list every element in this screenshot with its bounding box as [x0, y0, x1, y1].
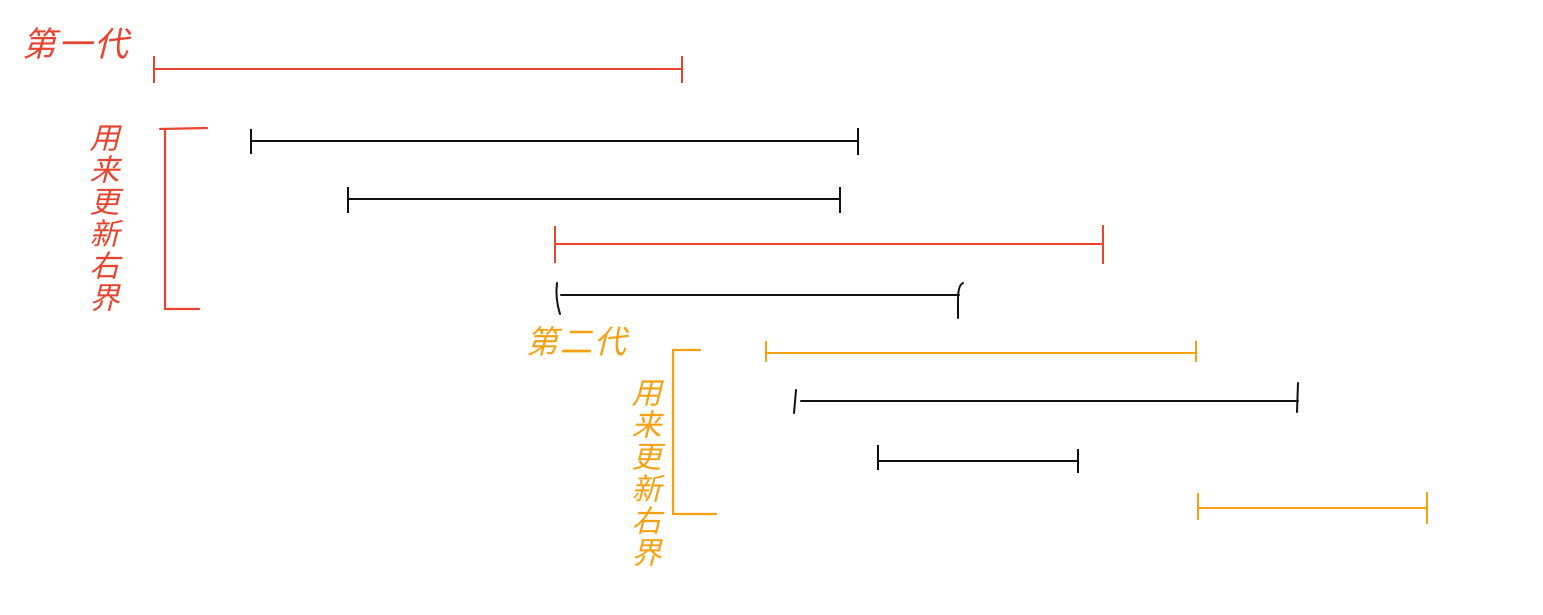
interval-black-2 — [347, 187, 841, 213]
interval-gen2-extended — [1197, 492, 1428, 524]
interval-gen2-main — [765, 341, 1197, 362]
interval-black-1 — [250, 128, 859, 155]
interval-black-4 — [793, 382, 1299, 414]
gen1-bracket-note: 用来更新右界 — [84, 122, 120, 314]
interval-black-3 — [555, 282, 964, 319]
gen2-title: 第二代 — [526, 323, 630, 361]
interval-gen1-main — [153, 56, 683, 83]
gen2-bracket-note: 用来更新右界 — [626, 377, 662, 569]
interval-gen1-extended — [554, 225, 1104, 264]
interval-black-5 — [877, 445, 1079, 473]
gen1-bracket — [158, 126, 209, 311]
gen2-bracket — [671, 348, 718, 516]
gen1-title: 第一代 — [22, 25, 132, 65]
